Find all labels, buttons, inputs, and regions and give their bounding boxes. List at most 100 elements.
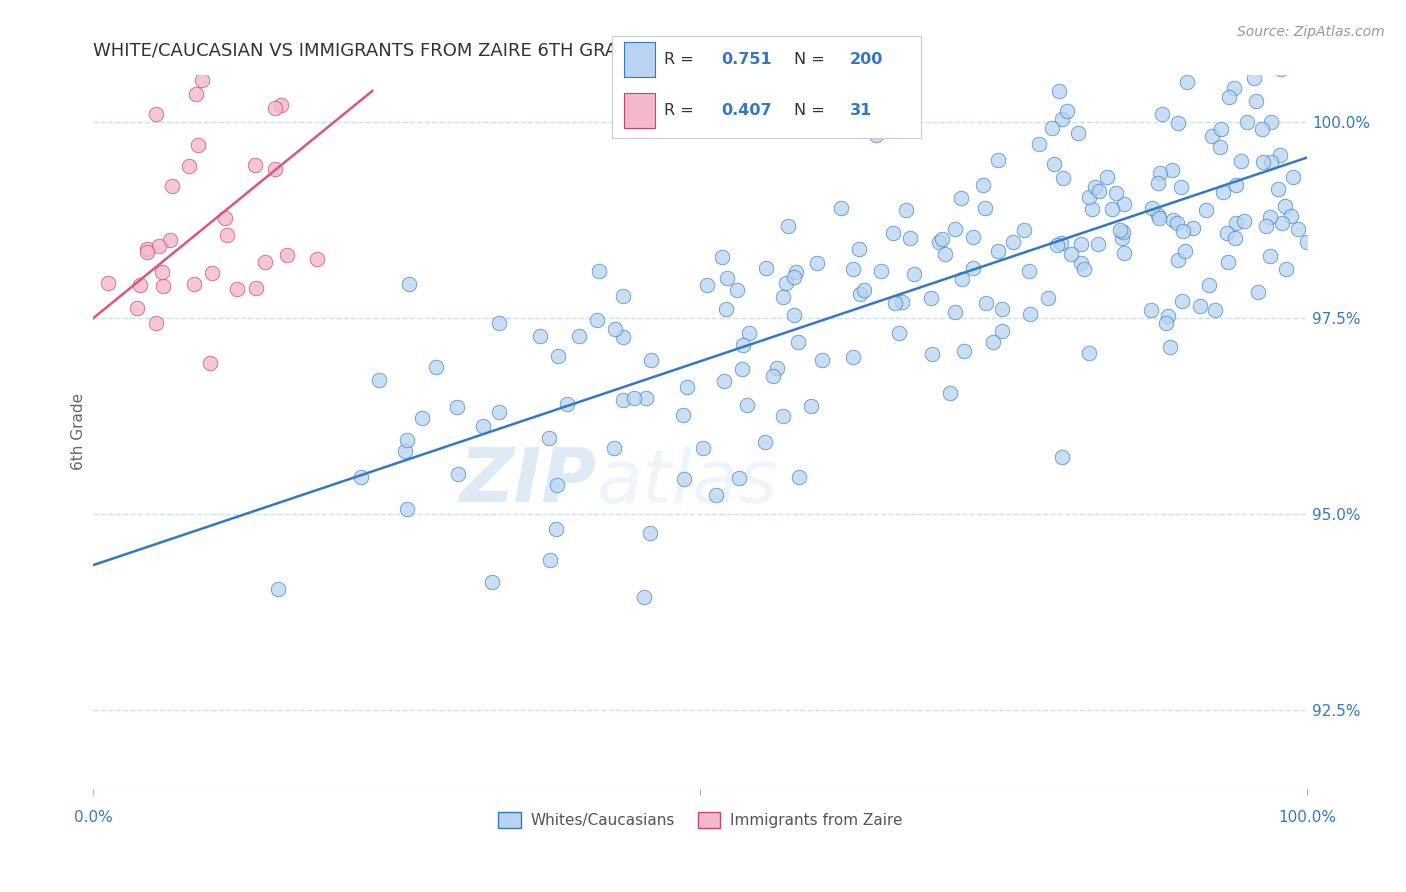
Point <box>1175 75 1198 89</box>
Point <box>225 282 247 296</box>
Point <box>1159 340 1181 354</box>
Point <box>1260 115 1282 129</box>
Point <box>725 283 748 297</box>
Point <box>544 522 567 536</box>
Point <box>921 347 943 361</box>
Point <box>145 107 167 121</box>
Point <box>1161 163 1184 178</box>
Point <box>1087 236 1109 251</box>
Point <box>1157 309 1180 323</box>
Point <box>981 335 1004 350</box>
Point <box>349 470 371 484</box>
Point <box>263 162 285 177</box>
Point <box>865 128 887 142</box>
Point <box>987 244 1010 258</box>
Point <box>974 201 997 215</box>
Point <box>1070 237 1092 252</box>
Point <box>1028 136 1050 151</box>
Point <box>987 153 1010 167</box>
Point <box>1189 300 1212 314</box>
Point <box>1112 226 1135 240</box>
Point <box>1204 303 1226 318</box>
Point <box>1167 253 1189 268</box>
Point <box>1095 170 1118 185</box>
Point <box>889 326 911 340</box>
Point <box>605 322 627 336</box>
Text: WHITE/CAUCASIAN VS IMMIGRANTS FROM ZAIRE 6TH GRADE CORRELATION CHART: WHITE/CAUCASIAN VS IMMIGRANTS FROM ZAIRE… <box>93 42 844 60</box>
Point <box>1078 346 1101 360</box>
Point <box>884 295 907 310</box>
Point <box>1087 184 1109 198</box>
Point <box>1170 180 1192 194</box>
Point <box>396 434 419 448</box>
Point <box>1056 104 1078 119</box>
Point <box>1140 201 1163 215</box>
Point <box>488 317 510 331</box>
Point <box>728 471 751 485</box>
Point <box>1209 139 1232 153</box>
Point <box>775 276 797 290</box>
Point <box>638 526 661 541</box>
Point <box>1084 180 1107 194</box>
Text: atlas: atlas <box>598 446 779 517</box>
Point <box>276 248 298 262</box>
Text: 0.0%: 0.0% <box>73 811 112 825</box>
Point <box>1296 235 1319 249</box>
Point <box>1171 224 1194 238</box>
Point <box>766 361 789 376</box>
Point <box>547 349 569 363</box>
Point <box>1139 303 1161 318</box>
Point <box>1114 196 1136 211</box>
Bar <box>624 42 655 77</box>
Point <box>1060 247 1083 261</box>
Point <box>943 305 966 319</box>
Point <box>603 441 626 455</box>
Point <box>1166 216 1188 230</box>
Point <box>1201 129 1223 144</box>
Point <box>1258 249 1281 263</box>
Point <box>672 409 695 423</box>
Text: ZIP: ZIP <box>460 445 598 518</box>
Point <box>894 203 917 218</box>
Point <box>1243 70 1265 85</box>
Point <box>446 400 468 414</box>
Point <box>1211 122 1233 136</box>
Point <box>411 410 433 425</box>
Text: 100.0%: 100.0% <box>1278 811 1336 825</box>
Point <box>696 278 718 293</box>
Point <box>191 73 214 87</box>
Point <box>1218 89 1240 103</box>
Point <box>1018 264 1040 278</box>
Point <box>488 405 510 419</box>
Text: 0.407: 0.407 <box>721 103 772 118</box>
Point <box>159 233 181 247</box>
Point <box>1170 293 1192 308</box>
Point <box>1225 216 1247 230</box>
Point <box>1275 0 1298 12</box>
Point <box>841 262 863 277</box>
Point <box>810 353 832 368</box>
Point <box>782 308 804 322</box>
Point <box>1012 223 1035 237</box>
Point <box>953 344 976 359</box>
Point <box>1052 112 1074 126</box>
Point <box>198 357 221 371</box>
Point <box>762 369 785 384</box>
Point <box>201 266 224 280</box>
Point <box>129 277 152 292</box>
Point <box>612 330 634 344</box>
Point <box>1047 84 1070 98</box>
Point <box>368 373 391 387</box>
Point <box>1198 277 1220 292</box>
Point <box>623 391 645 405</box>
Point <box>1152 107 1174 121</box>
Point <box>1223 80 1246 95</box>
Point <box>952 272 974 286</box>
Point <box>1078 190 1101 204</box>
Point <box>162 179 184 194</box>
Point <box>1271 216 1294 230</box>
Point <box>772 409 794 423</box>
Point <box>394 443 416 458</box>
Point <box>931 232 953 246</box>
Point <box>1236 114 1258 128</box>
